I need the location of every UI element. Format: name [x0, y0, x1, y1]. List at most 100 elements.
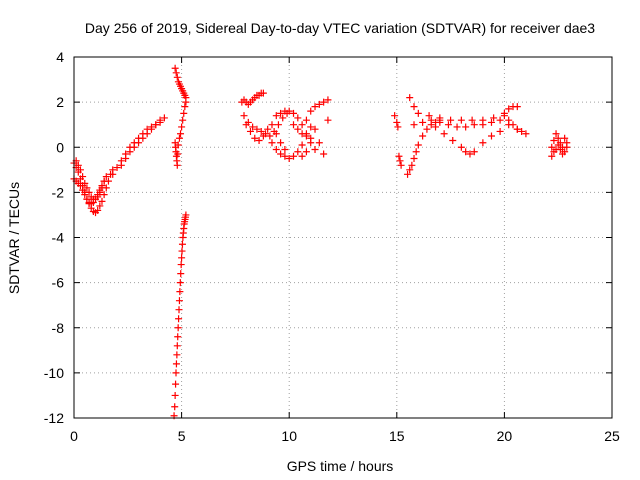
y-tick-label: -4 [52, 230, 65, 246]
data-point [174, 324, 182, 332]
data-point [414, 141, 422, 149]
y-tick-label: -8 [52, 320, 65, 336]
data-point [178, 240, 186, 248]
data-point [302, 116, 310, 124]
data-point [279, 114, 287, 122]
data-point [396, 157, 404, 165]
series-cluster-15 [391, 112, 405, 169]
data-point [410, 103, 418, 111]
data-point [177, 130, 185, 138]
data-point [466, 150, 474, 158]
data-point [285, 107, 293, 115]
data-point [513, 125, 521, 133]
data-point [173, 342, 181, 350]
data-point [143, 130, 151, 138]
data-point [397, 161, 405, 169]
data-point [311, 125, 319, 133]
y-tick-label: -6 [52, 275, 65, 291]
data-point [298, 121, 306, 129]
data-point [406, 94, 414, 102]
data-point [294, 148, 302, 156]
data-point [83, 184, 91, 192]
data-point [487, 118, 495, 126]
data-point [410, 121, 418, 129]
data-point [268, 139, 276, 147]
data-point [509, 121, 517, 129]
data-point [311, 146, 319, 154]
data-point [395, 152, 403, 160]
data-point [139, 134, 147, 142]
data-point [298, 152, 306, 160]
data-point [246, 127, 254, 135]
data-point [427, 116, 435, 124]
data-point [462, 123, 470, 131]
series-descending-dip [70, 159, 117, 217]
data-point [173, 73, 181, 81]
y-axis-label: SDTVAR / TECUs [6, 182, 22, 294]
x-tick-label: 10 [281, 428, 297, 444]
data-point [117, 161, 125, 169]
data-point [505, 105, 513, 113]
data-point [176, 288, 184, 296]
data-point [449, 136, 457, 144]
data-point [500, 112, 508, 120]
data-point [175, 297, 183, 305]
data-point [259, 89, 267, 97]
series-cluster-22-23-low [548, 141, 571, 160]
series-dip-17-19 [432, 123, 504, 158]
x-axis-label: GPS time / hours [287, 458, 394, 474]
x-tick-label: 5 [178, 428, 186, 444]
data-point [410, 155, 418, 163]
series-column-left [171, 139, 182, 169]
series-mid-rising [117, 114, 168, 169]
data-point [179, 116, 187, 124]
data-point [315, 139, 323, 147]
data-point [447, 116, 455, 124]
x-tick-label: 0 [70, 428, 78, 444]
data-point [307, 134, 315, 142]
data-point [302, 148, 310, 156]
series-tail-20-21 [500, 112, 530, 138]
data-point [177, 261, 185, 269]
y-tick-label: -12 [44, 410, 64, 426]
data-point [277, 139, 285, 147]
data-point [94, 193, 102, 201]
data-point [113, 164, 121, 172]
data-point [444, 121, 452, 129]
data-point [178, 254, 186, 262]
data-point [320, 150, 328, 158]
data-point [414, 109, 422, 117]
data-point [394, 123, 402, 131]
y-tick-label: -10 [44, 365, 64, 381]
data-point [172, 69, 180, 77]
data-point [554, 134, 562, 142]
data-point [425, 112, 433, 120]
data-point [160, 114, 168, 122]
series-group-10-11 [290, 96, 332, 138]
data-point [412, 148, 420, 156]
data-point [268, 121, 276, 129]
data-point [176, 279, 184, 287]
data-point [76, 182, 84, 190]
data-point [109, 170, 117, 178]
data-point [294, 125, 302, 133]
data-point [274, 121, 282, 129]
data-point [272, 146, 280, 154]
data-point [175, 306, 183, 314]
data-point [147, 125, 155, 133]
data-point [298, 141, 306, 149]
data-point [79, 173, 87, 181]
data-point [436, 118, 444, 126]
data-point [470, 121, 478, 129]
data-point [487, 132, 495, 140]
data-point [479, 121, 487, 129]
data-point [393, 118, 401, 126]
data-point [518, 127, 526, 135]
data-point [253, 125, 261, 133]
data-point [249, 123, 257, 131]
data-point [423, 125, 431, 133]
grid-lines [74, 57, 612, 418]
data-point [277, 109, 285, 117]
series-loop-9-10-top [272, 107, 319, 154]
data-point [100, 177, 108, 185]
